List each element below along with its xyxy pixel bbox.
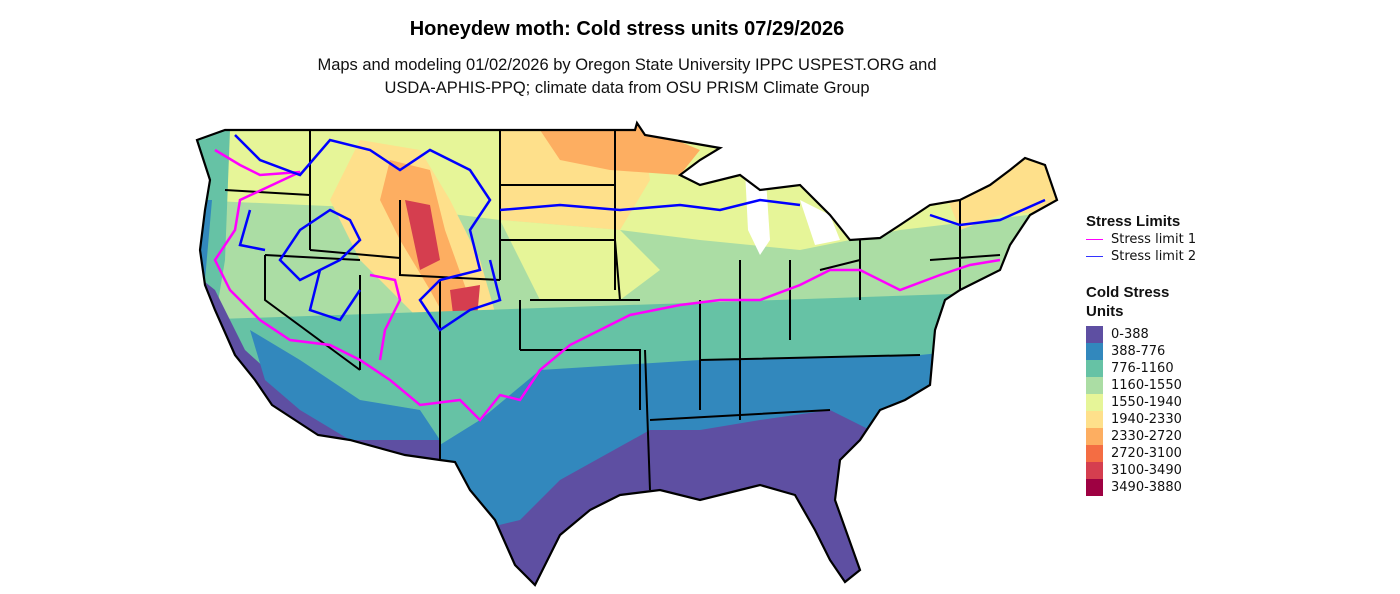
legend-item-csu: 2720-3100 (1086, 445, 1182, 462)
legend-label: 0-388 (1111, 327, 1149, 342)
legend-label: 3490-3880 (1111, 480, 1182, 495)
legend-label: 776-1160 (1111, 361, 1174, 376)
stress-limits-legend: Stress Limits Stress limit 1 Stress limi… (1086, 212, 1196, 265)
legend-item-csu: 776-1160 (1086, 360, 1182, 377)
map-subtitle-line2: USDA-APHIS-PPQ; climate data from OSU PR… (384, 79, 870, 97)
legend-item-csu: 1160-1550 (1086, 377, 1182, 394)
csu-raster (197, 123, 1057, 585)
legend-swatch (1086, 360, 1103, 377)
legend-label: Stress limit 2 (1111, 249, 1197, 264)
legend-label: 1940-2330 (1111, 412, 1182, 427)
legend-label: 2330-2720 (1111, 429, 1182, 444)
legend-item-csu: 388-776 (1086, 343, 1182, 360)
legend-swatch (1086, 462, 1103, 479)
stress-limit-2-key (1086, 256, 1103, 257)
legend-swatch (1086, 326, 1103, 343)
state-boundaries (224, 130, 1001, 491)
legend-item-csu: 3490-3880 (1086, 479, 1182, 496)
legend-swatch (1086, 445, 1103, 462)
map-subtitle-line1: Maps and modeling 01/02/2026 by Oregon S… (317, 56, 937, 74)
legend-item-csu: 1940-2330 (1086, 411, 1182, 428)
legend-label: Stress limit 1 (1111, 232, 1197, 247)
region-3100-3490 (405, 200, 480, 340)
stress-legend-title: Stress Limits (1086, 213, 1181, 230)
legend-label: 1550-1940 (1111, 395, 1182, 410)
stress-limit-1-key (1086, 239, 1103, 240)
legend-item-csu: 0-388 (1086, 326, 1182, 343)
legend-label: 1160-1550 (1111, 378, 1182, 393)
stress-limit-1-contour (213, 148, 1001, 422)
stress-limit-2-contour (234, 134, 1046, 332)
legend-swatch (1086, 428, 1103, 445)
csu-legend-title-line1: Cold Stress (1086, 284, 1170, 301)
legend-swatch (1086, 411, 1103, 428)
lake-huron (800, 200, 840, 245)
legend-item-csu: 1550-1940 (1086, 394, 1182, 411)
legend-label: 2720-3100 (1111, 446, 1182, 461)
legend-label: 3100-3490 (1111, 463, 1182, 478)
legend-label: 388-776 (1111, 344, 1166, 359)
legend-swatch (1086, 394, 1103, 411)
legend-item-csu: 2330-2720 (1086, 428, 1182, 445)
legend-item-stress-limit-1: Stress limit 1 (1086, 231, 1196, 248)
legend-swatch (1086, 343, 1103, 360)
region-1940-2330-ne (940, 150, 1057, 230)
legend-item-stress-limit-2: Stress limit 2 (1086, 248, 1196, 265)
map-title: Honeydew moth: Cold stress units 07/29/2… (409, 18, 845, 40)
legend-swatch (1086, 479, 1103, 496)
csu-legend-title-line2: Units (1086, 303, 1124, 320)
legend-swatch (1086, 377, 1103, 394)
csu-legend: Cold Stress Units 0-388 388-776 776-1160 11… (1086, 283, 1182, 496)
region-desert (250, 330, 440, 440)
legend-item-csu: 3100-3490 (1086, 462, 1182, 479)
